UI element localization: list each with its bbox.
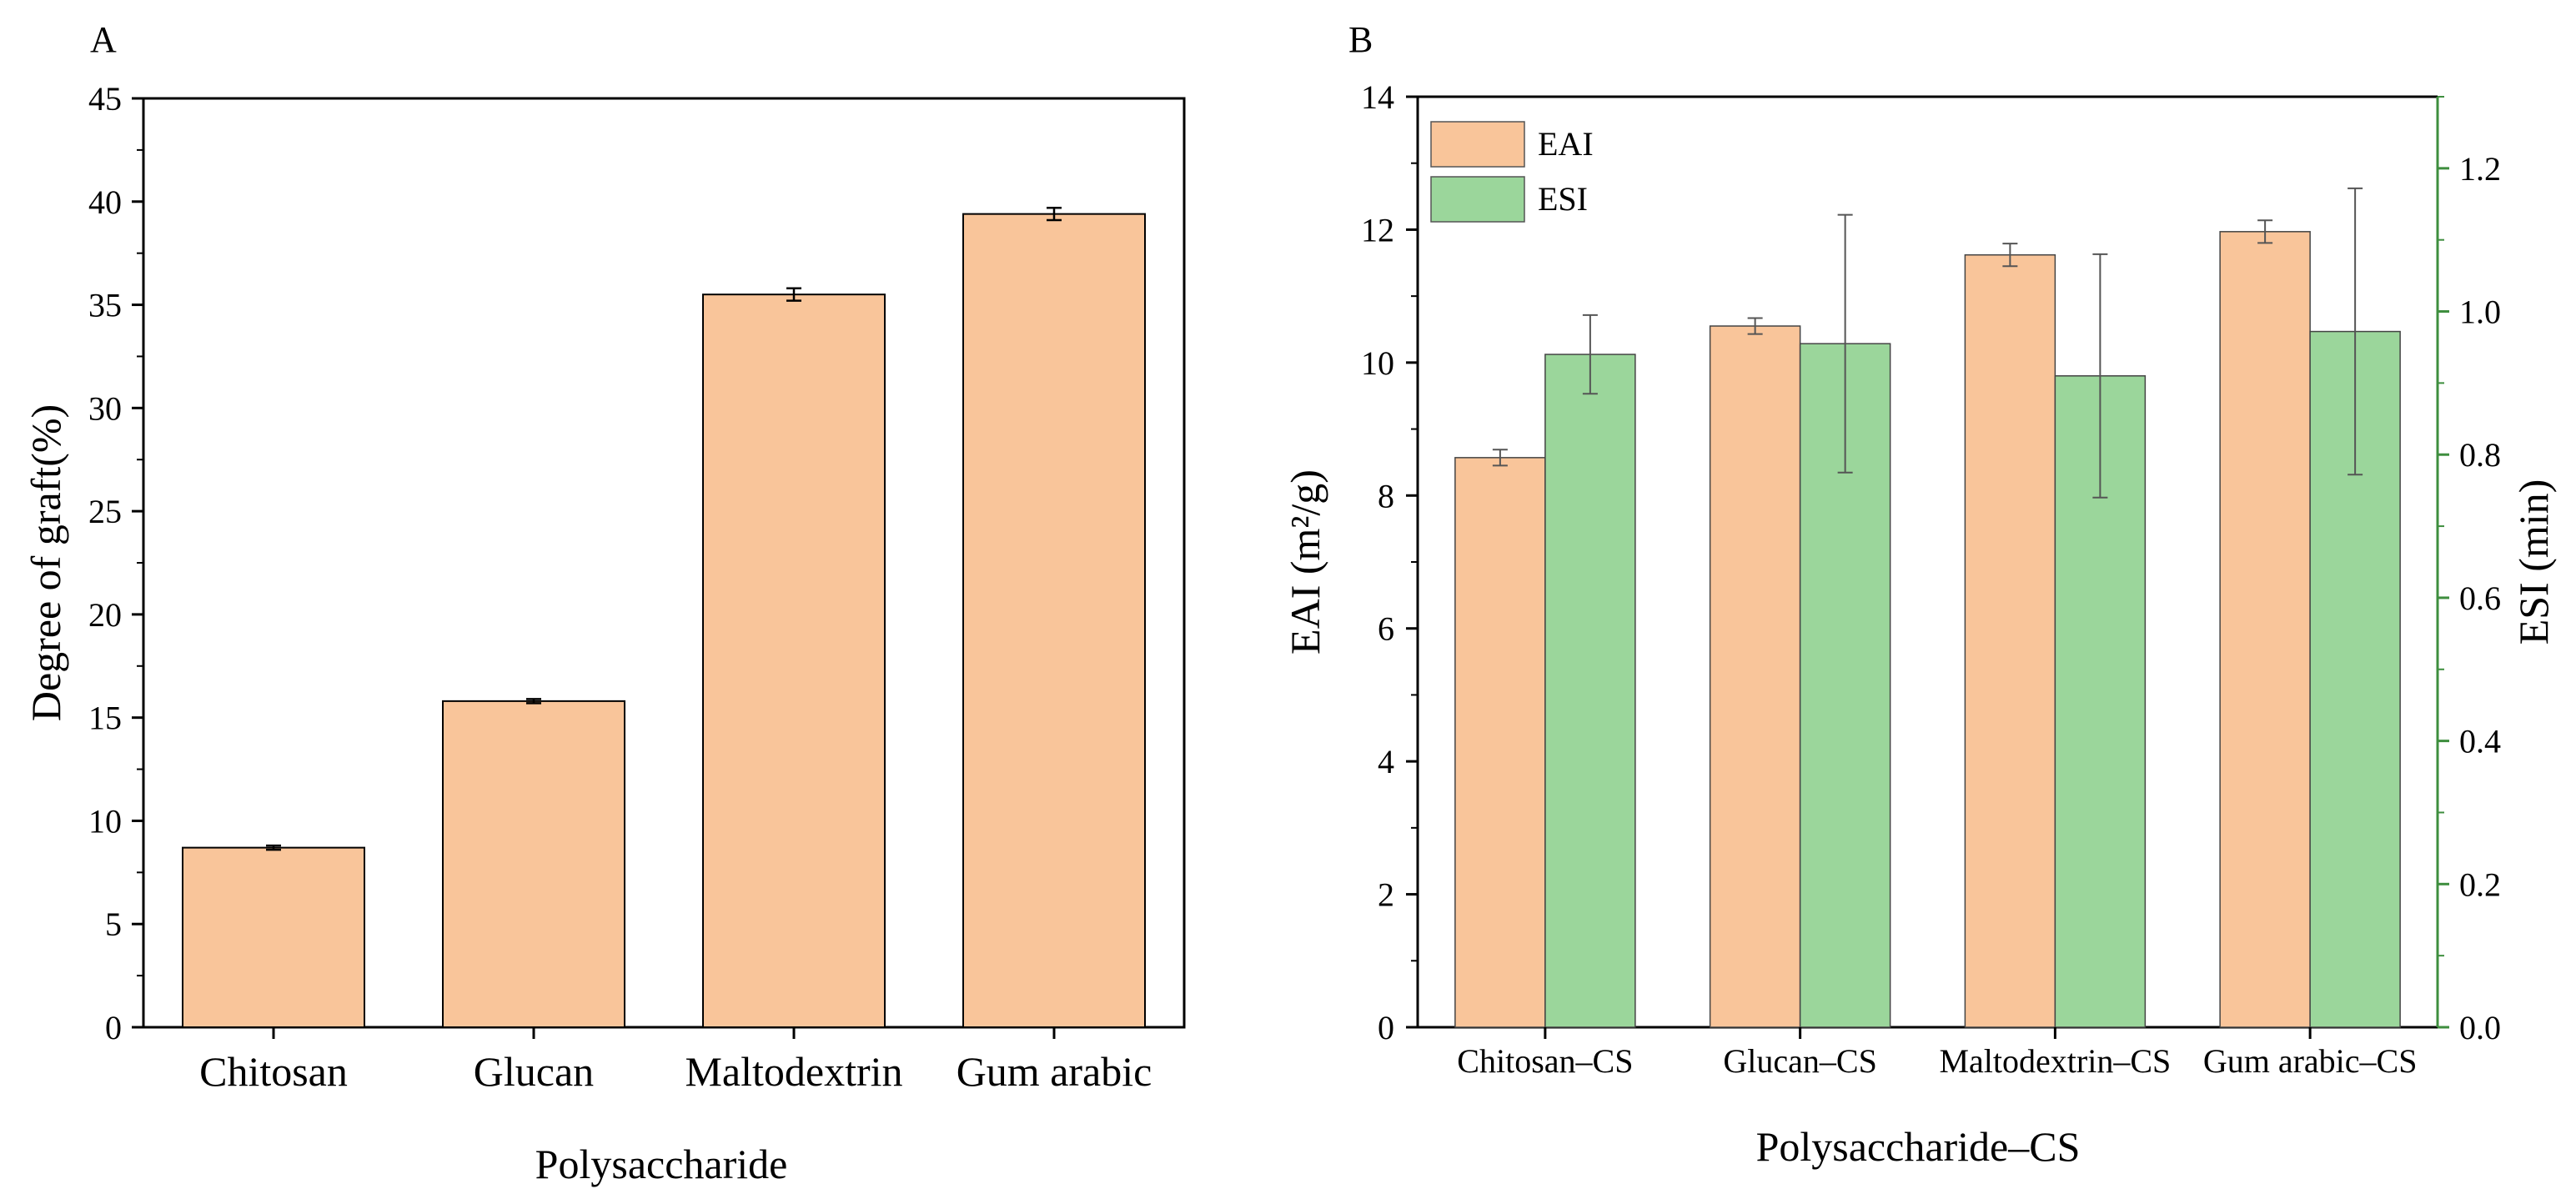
bar-b-eai-0	[1454, 457, 1546, 1028]
panel-b-left-y-axis-label: EAI (m²/g)	[1282, 469, 1328, 655]
a-ytick-label-8: 40	[88, 183, 122, 221]
panel-a-x-axis-label: Polysaccharide	[535, 1141, 788, 1187]
error-bar-a-1	[526, 698, 541, 705]
legend-label-eai: EAI	[1538, 125, 1594, 163]
a-ytick-label-5: 25	[88, 493, 122, 530]
b-ytick-left-label-7: 14	[1361, 78, 1394, 116]
panel-a-y-ticks: 0 5 10 15 20 25 30 35 40 45	[88, 80, 143, 1046]
a-ytick-label-2: 10	[88, 802, 122, 840]
b-xtick-label-3: Gum arabic–CS	[2203, 1042, 2418, 1080]
b-ytick-left-label-5: 10	[1361, 344, 1394, 382]
b-ytick-right-label-0: 0.0	[2459, 1009, 2501, 1046]
panel-a: A 0 5 10 15 20 25 30 35 40 45 Chitosan Glucan Malto…	[23, 19, 1186, 1187]
a-xtick-label-0: Chitosan	[199, 1048, 348, 1095]
bar-b-esi-0	[1544, 354, 1636, 1028]
a-ytick-label-7: 35	[88, 287, 122, 324]
b-ytick-left-label-0: 0	[1378, 1009, 1394, 1046]
error-bar-b-esi-0	[1582, 314, 1598, 395]
b-ytick-left-label-2: 4	[1378, 743, 1394, 780]
a-ytick-label-6: 30	[88, 389, 122, 427]
panel-a-bars	[182, 206, 1146, 1029]
panel-a-label: A	[90, 19, 117, 60]
b-ytick-left-label-3: 6	[1378, 610, 1394, 648]
panel-b-right-y-axis-label: ESI (min)	[2510, 479, 2557, 645]
error-bar-b-esi-2	[2092, 253, 2108, 499]
panel-a-y-axis-label: Degree of graft(%)	[23, 404, 69, 721]
error-bar-b-eai-2	[2002, 243, 2018, 268]
panel-b-bars	[1454, 187, 2401, 1028]
bar-a-2	[702, 293, 886, 1028]
panel-a-x-ticks: Chitosan Glucan Maltodextrin Gum arabic	[199, 1027, 1152, 1095]
a-ytick-label-0: 0	[105, 1009, 122, 1046]
a-ytick-label-9: 45	[88, 80, 122, 118]
b-ytick-right-label-6: 1.2	[2459, 150, 2501, 188]
a-ytick-label-1: 5	[105, 906, 122, 943]
b-ytick-right-label-5: 1.0	[2459, 293, 2501, 331]
error-bar-b-eai-3	[2257, 219, 2273, 244]
b-xtick-label-0: Chitosan–CS	[1457, 1042, 1633, 1080]
b-ytick-right-label-4: 0.8	[2459, 436, 2501, 474]
b-ytick-right-label-2: 0.4	[2459, 723, 2501, 760]
a-xtick-label-3: Gum arabic	[957, 1048, 1152, 1095]
b-ytick-right-label-1: 0.2	[2459, 865, 2501, 903]
error-bar-b-eai-0	[1492, 449, 1508, 467]
b-ytick-right-label-3: 0.6	[2459, 579, 2501, 617]
panel-b-right-y-ticks: 0.0 0.2 0.4 0.6 0.8 1.0 1.2	[2438, 96, 2501, 1046]
b-ytick-left-label-6: 12	[1361, 211, 1394, 248]
a-xtick-label-1: Glucan	[474, 1048, 594, 1095]
bar-b-eai-3	[2219, 231, 2311, 1028]
legend-swatch-esi	[1430, 176, 1525, 223]
a-ytick-label-4: 20	[88, 596, 122, 634]
legend-swatch-eai	[1430, 121, 1525, 168]
a-ytick-label-3: 15	[88, 700, 122, 737]
bar-a-3	[962, 213, 1146, 1028]
a-xtick-label-2: Maltodextrin	[685, 1048, 902, 1095]
b-ytick-left-label-1: 2	[1378, 876, 1394, 914]
b-xtick-label-2: Maltodextrin–CS	[1939, 1042, 2171, 1080]
error-bar-a-2	[786, 287, 801, 302]
panel-b-x-ticks: Chitosan–CS Glucan–CS Maltodextrin–CS Gum a…	[1457, 1027, 2417, 1080]
panel-b: B 0 2 4 6 8 10 12 14 0.0 0.2 0.4 0.6 0.8 1.0 1.2 Chit…	[1282, 19, 2557, 1170]
bar-a-0	[182, 846, 365, 1028]
error-bar-b-esi-1	[1837, 213, 1853, 474]
panel-b-legend: EAI ESI	[1430, 121, 1594, 223]
error-bar-a-3	[1047, 206, 1062, 222]
bar-a-1	[442, 700, 625, 1029]
error-bar-a-0	[266, 844, 281, 851]
bar-b-eai-1	[1709, 325, 1801, 1028]
panel-b-label: B	[1348, 19, 1373, 60]
b-ytick-left-label-4: 8	[1378, 477, 1394, 514]
b-xtick-label-1: Glucan–CS	[1723, 1042, 1876, 1080]
error-bar-b-eai-1	[1747, 317, 1763, 335]
panel-b-left-y-ticks: 0 2 4 6 8 10 12 14	[1361, 78, 1418, 1046]
error-bar-b-esi-3	[2348, 187, 2363, 476]
bar-b-eai-2	[1964, 253, 2056, 1028]
panel-b-x-axis-label: Polysaccharide–CS	[1756, 1123, 2081, 1170]
legend-label-esi: ESI	[1538, 180, 1588, 218]
